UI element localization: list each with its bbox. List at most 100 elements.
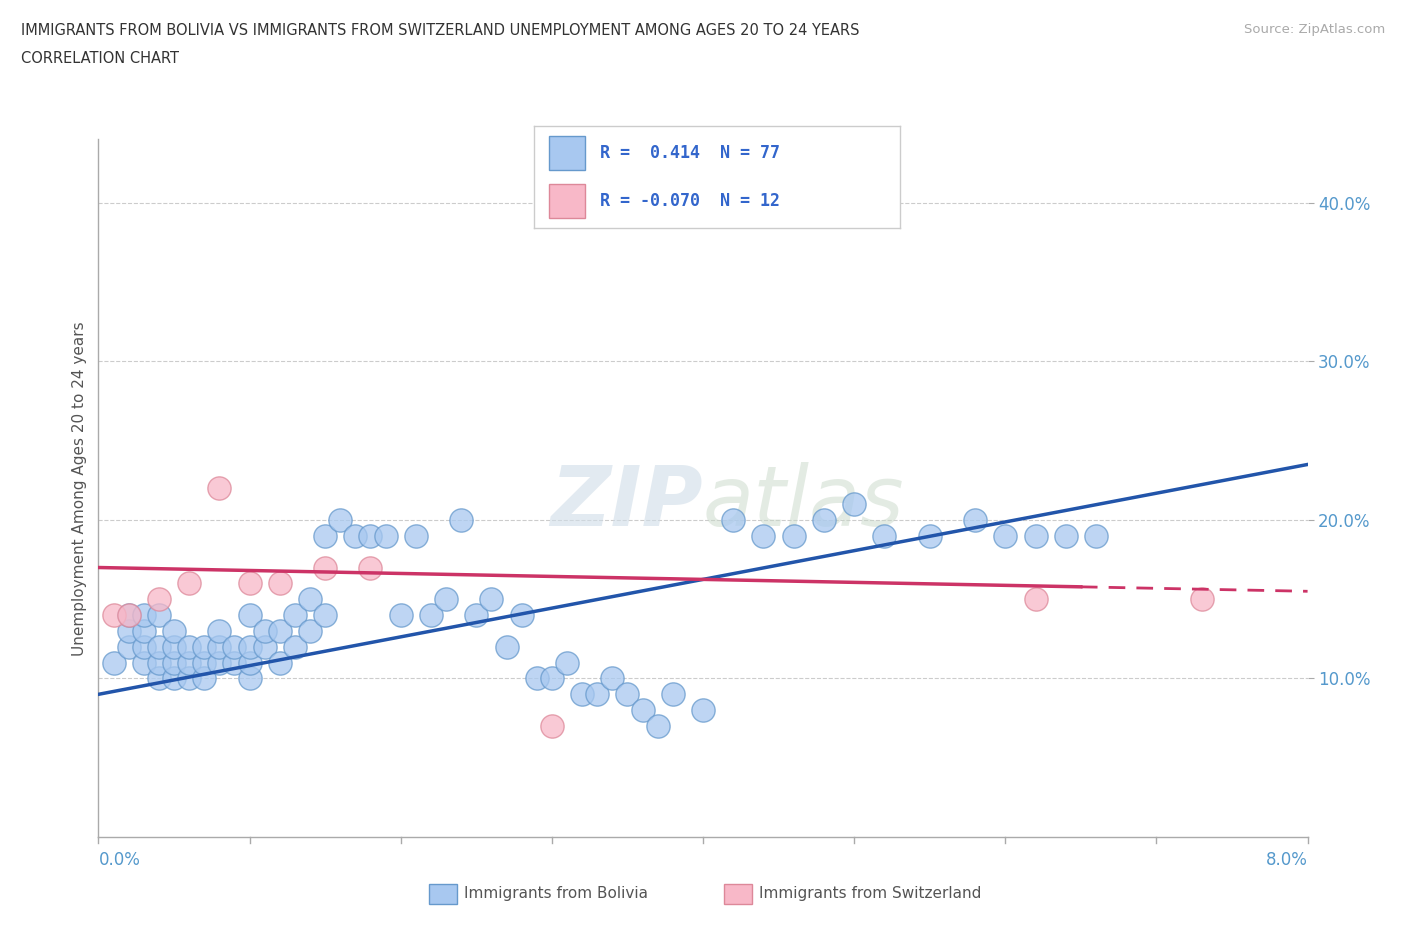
Point xyxy=(239,671,262,686)
Point xyxy=(647,719,669,734)
Point xyxy=(1085,528,1108,543)
Text: ZIP: ZIP xyxy=(550,461,703,543)
Point xyxy=(571,687,593,702)
Point xyxy=(661,687,683,702)
Point xyxy=(299,591,322,606)
Point xyxy=(239,655,262,670)
Point xyxy=(752,528,775,543)
Point xyxy=(526,671,548,686)
Point xyxy=(118,639,141,654)
Point xyxy=(148,655,170,670)
Text: 0.0%: 0.0% xyxy=(98,851,141,870)
Point xyxy=(314,607,336,622)
Point xyxy=(586,687,609,702)
Point xyxy=(1024,591,1046,606)
Point xyxy=(239,576,262,591)
Point xyxy=(844,497,866,512)
Point xyxy=(179,671,201,686)
Point xyxy=(193,655,215,670)
Point xyxy=(179,576,201,591)
Point xyxy=(405,528,427,543)
Text: CORRELATION CHART: CORRELATION CHART xyxy=(21,51,179,66)
Point xyxy=(224,639,246,654)
Point xyxy=(163,671,186,686)
Point xyxy=(132,607,155,622)
Point xyxy=(359,528,381,543)
Point xyxy=(148,591,170,606)
Point xyxy=(495,639,517,654)
Point xyxy=(239,639,262,654)
Point xyxy=(465,607,488,622)
Point xyxy=(208,639,231,654)
Point xyxy=(329,512,352,527)
Point xyxy=(253,639,276,654)
Point xyxy=(103,655,125,670)
Point xyxy=(193,671,215,686)
Point xyxy=(723,512,745,527)
Point xyxy=(994,528,1017,543)
Point xyxy=(299,623,322,638)
Point xyxy=(253,623,276,638)
Text: Immigrants from Switzerland: Immigrants from Switzerland xyxy=(759,886,981,901)
Bar xyxy=(548,136,585,169)
Text: 8.0%: 8.0% xyxy=(1265,851,1308,870)
Point xyxy=(510,607,533,622)
Text: IMMIGRANTS FROM BOLIVIA VS IMMIGRANTS FROM SWITZERLAND UNEMPLOYMENT AMONG AGES 2: IMMIGRANTS FROM BOLIVIA VS IMMIGRANTS FR… xyxy=(21,23,859,38)
Point xyxy=(132,655,155,670)
Point xyxy=(179,655,201,670)
Point xyxy=(163,655,186,670)
Point xyxy=(602,671,624,686)
Point xyxy=(103,607,125,622)
Point xyxy=(118,607,141,622)
Point xyxy=(163,623,186,638)
Point xyxy=(389,607,412,622)
Point xyxy=(692,703,714,718)
Point xyxy=(616,687,638,702)
Point xyxy=(359,560,381,575)
Point xyxy=(148,639,170,654)
Point xyxy=(193,639,215,654)
Point xyxy=(631,703,654,718)
Point xyxy=(284,607,307,622)
Point xyxy=(269,623,291,638)
Point xyxy=(434,591,457,606)
Point xyxy=(208,481,231,496)
Point xyxy=(374,528,396,543)
Point xyxy=(555,655,578,670)
Point xyxy=(450,512,472,527)
Point xyxy=(813,512,835,527)
Point xyxy=(269,655,291,670)
Point xyxy=(284,639,307,654)
Point xyxy=(179,639,201,654)
Point xyxy=(163,639,186,654)
Point xyxy=(1191,591,1213,606)
Point xyxy=(314,528,336,543)
Point xyxy=(344,528,367,543)
Point xyxy=(132,639,155,654)
Point xyxy=(269,576,291,591)
Text: Immigrants from Bolivia: Immigrants from Bolivia xyxy=(464,886,648,901)
Bar xyxy=(548,184,585,218)
Point xyxy=(782,528,804,543)
Point xyxy=(208,623,231,638)
Text: R = -0.070  N = 12: R = -0.070 N = 12 xyxy=(600,192,780,210)
Point xyxy=(118,607,141,622)
Text: R =  0.414  N = 77: R = 0.414 N = 77 xyxy=(600,143,780,162)
Point xyxy=(540,719,562,734)
Point xyxy=(918,528,941,543)
Point xyxy=(479,591,503,606)
Point xyxy=(132,623,155,638)
Point xyxy=(965,512,987,527)
Point xyxy=(208,655,231,670)
Point xyxy=(873,528,896,543)
Point xyxy=(1054,528,1077,543)
Point xyxy=(148,607,170,622)
Point xyxy=(1024,528,1046,543)
Point xyxy=(118,623,141,638)
Point xyxy=(314,560,336,575)
Y-axis label: Unemployment Among Ages 20 to 24 years: Unemployment Among Ages 20 to 24 years xyxy=(72,321,87,656)
Point xyxy=(419,607,441,622)
Point xyxy=(540,671,562,686)
Point xyxy=(239,607,262,622)
Point xyxy=(224,655,246,670)
